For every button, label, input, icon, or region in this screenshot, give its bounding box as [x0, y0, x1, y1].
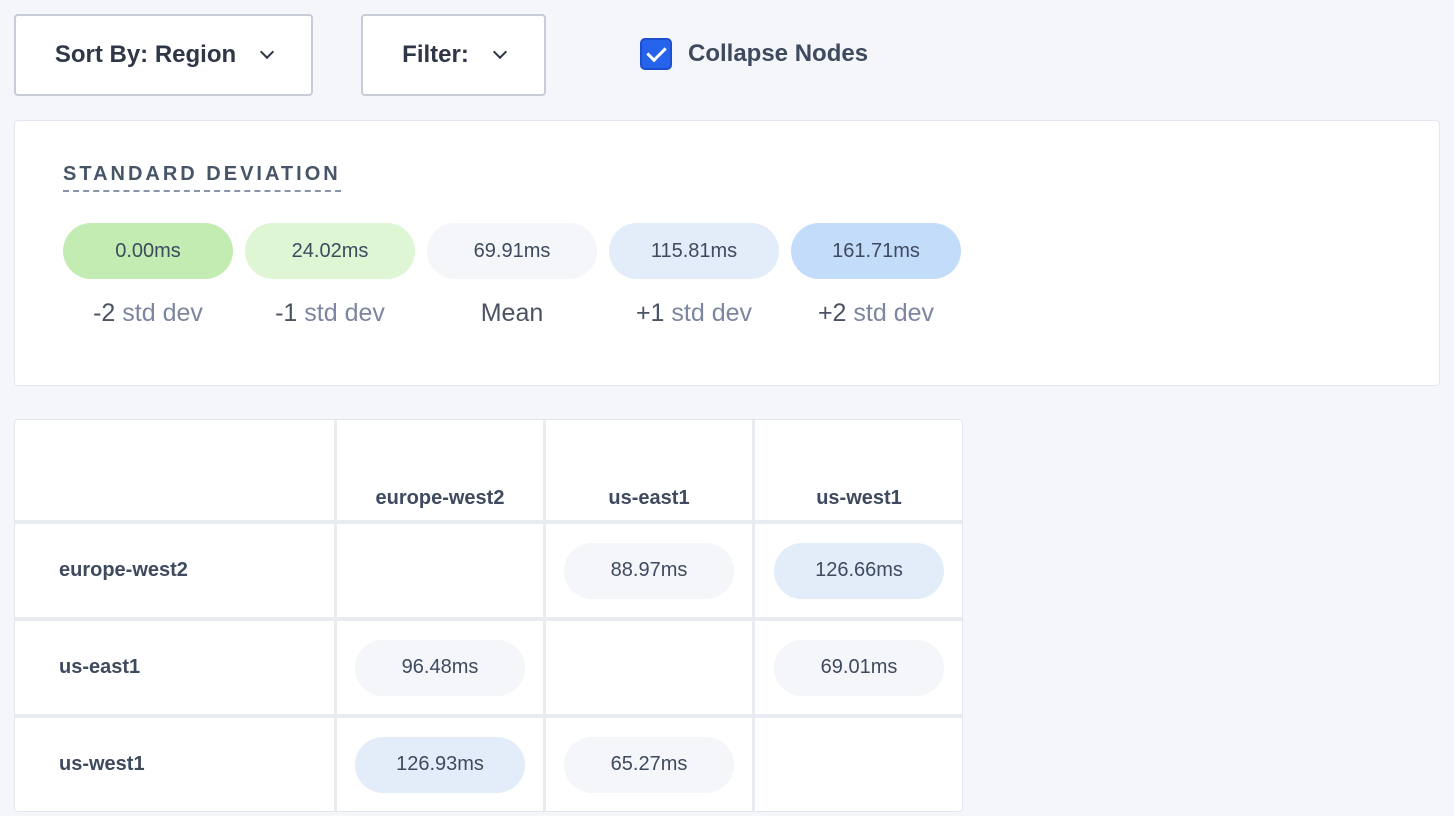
legend-pill: 0.00ms — [63, 223, 233, 279]
matrix-cell: 69.01ms — [755, 621, 962, 714]
std-dev-title[interactable]: STANDARD DEVIATION — [63, 163, 341, 192]
legend-label: Mean — [481, 299, 544, 328]
legend-suffix: std dev — [671, 299, 753, 327]
legend-pill: 69.91ms — [427, 223, 597, 279]
matrix-cell — [546, 621, 752, 714]
latency-matrix: europe-west2 us-east1 us-west1 europe-west2… — [14, 419, 963, 812]
collapse-nodes-checkbox[interactable]: Collapse Nodes — [640, 38, 868, 70]
legend-pill: 24.02ms — [245, 223, 415, 279]
legend-prefix: +2 — [817, 299, 847, 327]
legend-item: 0.00ms -2 std dev — [63, 223, 233, 328]
latency-pill: 126.93ms — [355, 736, 525, 793]
legend-suffix: std dev — [304, 299, 385, 327]
chevron-down-icon — [260, 44, 275, 60]
row-header: us-east1 — [15, 621, 334, 714]
legend-label: -1 std dev — [275, 299, 385, 328]
std-dev-panel: STANDARD DEVIATION 0.00ms -2 std dev 24.02… — [14, 120, 1440, 386]
corner-cell — [15, 420, 334, 520]
latency-pill: 65.27ms — [564, 736, 734, 793]
latency-pill: 88.97ms — [564, 542, 734, 599]
row-header: us-west1 — [15, 718, 334, 811]
legend-label: -2 std dev — [93, 299, 203, 328]
legend-item: 161.71ms +2 std dev — [791, 223, 961, 328]
legend-pill: 115.81ms — [609, 223, 779, 279]
legend-prefix: -2 — [93, 299, 116, 327]
legend-item: 24.02ms -1 std dev — [245, 223, 415, 328]
legend-suffix: std dev — [122, 299, 203, 327]
sort-by-dropdown[interactable]: Sort By: Region — [14, 14, 313, 96]
matrix-cell: 88.97ms — [546, 524, 752, 617]
legend-item: 69.91ms Mean — [427, 223, 597, 328]
matrix-cell: 96.48ms — [337, 621, 543, 714]
matrix-cell — [755, 718, 962, 811]
latency-pill: 69.01ms — [774, 639, 944, 696]
legend-pill: 161.71ms — [791, 223, 961, 279]
legend-prefix: Mean — [480, 299, 544, 327]
column-header: europe-west2 — [337, 420, 543, 520]
sort-by-label: Sort By: Region — [54, 41, 237, 68]
legend-suffix: std dev — [853, 299, 935, 327]
filter-dropdown[interactable]: Filter: — [361, 14, 546, 96]
matrix-cell: 65.27ms — [546, 718, 752, 811]
matrix-cell: 126.93ms — [337, 718, 543, 811]
chevron-down-icon — [492, 44, 507, 60]
legend-label: +2 std dev — [818, 299, 934, 328]
std-dev-legend: 0.00ms -2 std dev 24.02ms -1 std dev 69.91ms… — [63, 223, 961, 328]
legend-prefix: -1 — [275, 299, 298, 327]
latency-pill: 96.48ms — [355, 639, 525, 696]
legend-label: +1 std dev — [636, 299, 752, 328]
legend-item: 115.81ms +1 std dev — [609, 223, 779, 328]
column-header: us-west1 — [755, 420, 962, 520]
legend-prefix: +1 — [635, 299, 665, 327]
matrix-cell: 126.66ms — [755, 524, 962, 617]
matrix-cell — [337, 524, 543, 617]
latency-pill: 126.66ms — [774, 542, 944, 599]
collapse-nodes-label: Collapse Nodes — [688, 40, 869, 67]
filter-label: Filter: — [402, 41, 469, 68]
checkbox-checked-icon[interactable] — [640, 38, 672, 70]
row-header: europe-west2 — [15, 524, 334, 617]
column-header: us-east1 — [546, 420, 752, 520]
